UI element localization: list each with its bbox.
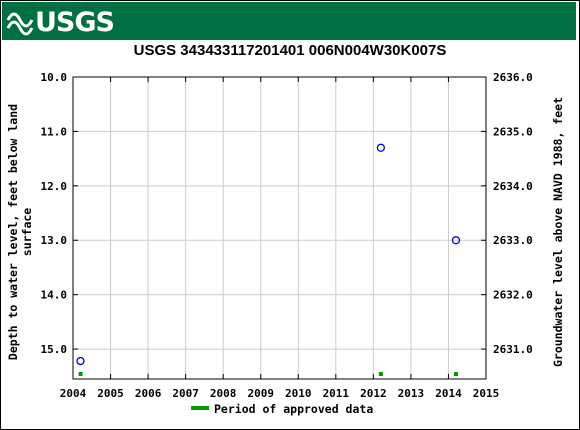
x-tick-label: 2007 [172, 387, 199, 400]
usgs-banner: USGS [2, 2, 576, 40]
y-axis-left-label: Depth to water level, feet below landsur… [6, 104, 34, 360]
y-left-tick-label: 13.0 [41, 234, 68, 247]
grid-layer [73, 77, 486, 379]
approved-period-marker [78, 372, 83, 376]
y-left-tick-label: 15.0 [41, 343, 68, 356]
points-layer [76, 143, 461, 366]
y-right-tick-label: 2636.0 [493, 71, 533, 84]
y-left-tick-label: 11.0 [41, 125, 68, 138]
x-tick-label: 2005 [97, 387, 124, 400]
approved-layer [78, 372, 458, 376]
ticks-layer: 2004 2005 2006 2007 2008 2009 2010 2011 2012 2013… [41, 71, 533, 400]
data-point [76, 356, 85, 366]
y-right-tick-label: 2631.0 [493, 343, 533, 356]
x-tick-label: 2012 [360, 387, 387, 400]
x-tick-label: 2006 [135, 387, 162, 400]
y-right-tick-label: 2632.0 [493, 289, 533, 302]
x-tick-label: 2009 [247, 387, 274, 400]
legend-swatch-approved [191, 406, 209, 410]
y-right-tick-label: 2633.0 [493, 234, 533, 247]
y-right-tick-label: 2634.0 [493, 180, 533, 193]
legend-label-approved: Period of approved data [214, 402, 373, 416]
plot-area [72, 76, 487, 380]
data-point [451, 236, 461, 245]
usgs-logo: USGS [6, 7, 115, 36]
approved-period-marker [378, 372, 383, 376]
x-tick-label: 2004 [60, 387, 87, 400]
x-tick-label: 2010 [285, 387, 312, 400]
approved-period-marker [453, 372, 458, 376]
legend: Period of approved data [191, 402, 373, 416]
x-tick-label: 2013 [398, 387, 425, 400]
usgs-logo-text: USGS [35, 7, 114, 36]
y-axis-right-label: Groundwater level above NAVD 1988, feet [551, 97, 565, 367]
data-point [376, 143, 386, 152]
x-tick-label: 2014 [435, 387, 462, 400]
x-tick-label: 2008 [210, 387, 237, 400]
y-left-tick-label: 14.0 [41, 289, 68, 302]
x-tick-label: 2015 [473, 387, 500, 400]
x-tick-label: 2011 [323, 387, 350, 400]
y-left-tick-label: 10.0 [41, 71, 68, 84]
y-left-tick-label: 12.0 [41, 180, 68, 193]
chart-title: USGS 343433117201401 006N004W30K007S [133, 42, 447, 59]
y-right-tick-label: 2635.0 [493, 125, 533, 138]
usgs-wave-icon [6, 12, 34, 36]
